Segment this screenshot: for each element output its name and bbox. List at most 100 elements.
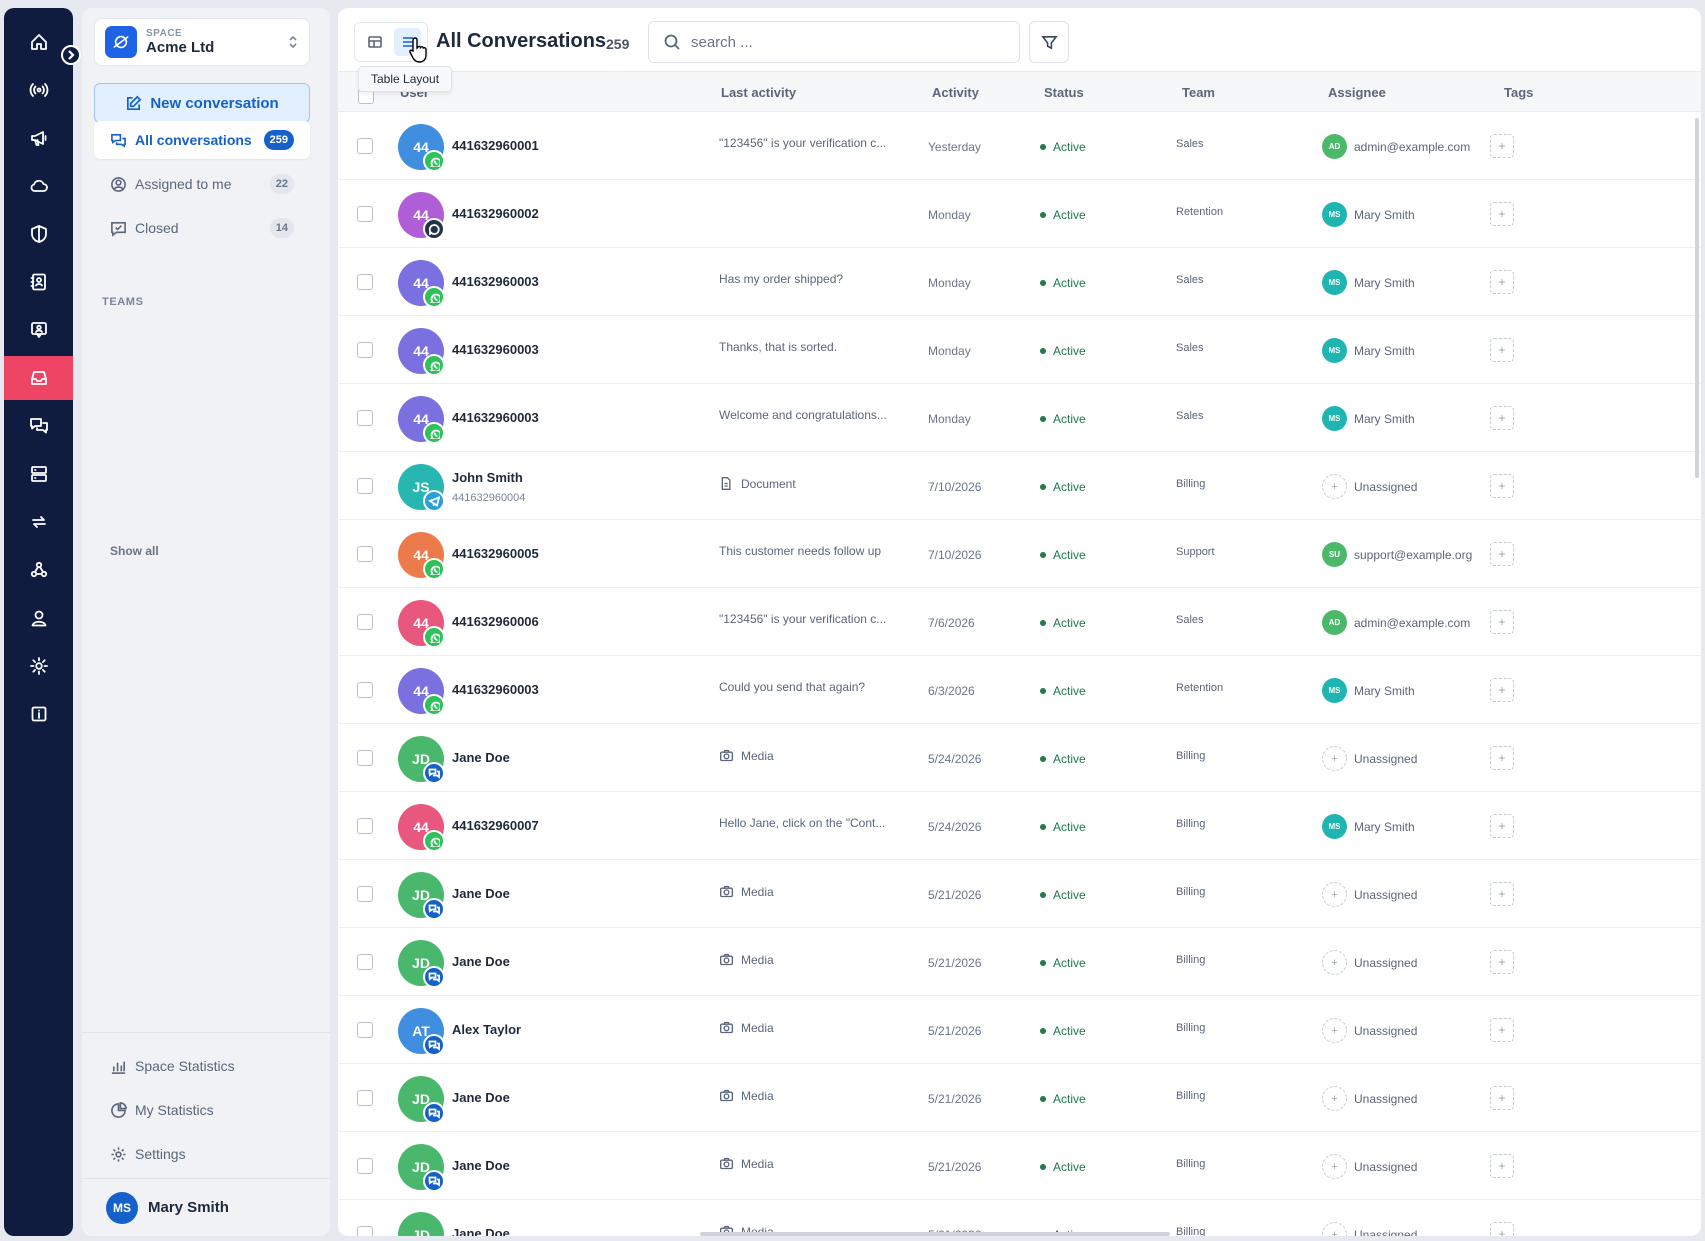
table-row[interactable]: 44 441632960007 Hello Jane, click on the "… xyxy=(338,792,1701,860)
assignee[interactable]: MS Mary Smith xyxy=(1322,814,1415,839)
row-checkbox[interactable] xyxy=(357,1022,373,1038)
filter-button[interactable] xyxy=(1029,21,1069,63)
add-tag-button[interactable]: + xyxy=(1490,882,1514,906)
rail-item-shield[interactable] xyxy=(4,212,73,256)
column-assignee[interactable]: Assignee xyxy=(1328,85,1386,100)
rail-item-gear[interactable] xyxy=(4,644,73,688)
rail-item-support[interactable] xyxy=(4,308,73,352)
row-checkbox[interactable] xyxy=(357,274,373,290)
add-tag-button[interactable]: + xyxy=(1490,1154,1514,1178)
row-checkbox[interactable] xyxy=(357,478,373,494)
rail-item-server[interactable] xyxy=(4,452,73,496)
table-row[interactable]: 44 441632960001 "123456" is your verificat… xyxy=(338,112,1701,180)
board-layout-button[interactable] xyxy=(361,28,388,56)
rail-item-cloud[interactable] xyxy=(4,164,73,208)
assignee[interactable]: + Unassigned xyxy=(1322,1154,1417,1179)
new-conversation-button[interactable]: New conversation xyxy=(94,83,310,123)
row-checkbox[interactable] xyxy=(357,818,373,834)
add-tag-button[interactable]: + xyxy=(1490,1222,1514,1236)
rail-item-chat[interactable] xyxy=(4,404,73,448)
row-checkbox[interactable] xyxy=(357,138,373,154)
assignee[interactable]: + Unassigned xyxy=(1322,882,1417,907)
table-row[interactable]: 44 441632960003 Welcome and congratulation… xyxy=(338,384,1701,452)
assignee[interactable]: MS Mary Smith xyxy=(1322,270,1415,295)
add-tag-button[interactable]: + xyxy=(1490,746,1514,770)
expand-rail-button[interactable] xyxy=(61,45,81,65)
add-tag-button[interactable]: + xyxy=(1490,814,1514,838)
table-row[interactable]: 44 441632960005 This customer needs follow… xyxy=(338,520,1701,588)
row-checkbox[interactable] xyxy=(357,206,373,222)
row-checkbox[interactable] xyxy=(357,410,373,426)
column-tags[interactable]: Tags xyxy=(1504,85,1534,100)
assignee[interactable]: MS Mary Smith xyxy=(1322,338,1415,363)
row-checkbox[interactable] xyxy=(357,1158,373,1174)
row-checkbox[interactable] xyxy=(357,546,373,562)
rail-item-home[interactable] xyxy=(4,20,73,64)
nav-settings[interactable]: Settings xyxy=(94,1135,310,1173)
add-tag-button[interactable]: + xyxy=(1490,1086,1514,1110)
row-checkbox[interactable] xyxy=(357,342,373,358)
assignee[interactable]: + Unassigned xyxy=(1322,1018,1417,1043)
space-switcher[interactable]: SPACE Acme Ltd xyxy=(94,18,310,66)
add-tag-button[interactable]: + xyxy=(1490,542,1514,566)
nav-my-statistics[interactable]: My Statistics xyxy=(94,1091,310,1129)
table-row[interactable]: 44 441632960006 "123456" is your verificat… xyxy=(338,588,1701,656)
row-checkbox[interactable] xyxy=(357,614,373,630)
nav-assigned-to-me[interactable]: Assigned to me 22 xyxy=(94,165,310,203)
table-row[interactable]: JS John Smith 441632960004 Document 7/10/202… xyxy=(338,452,1701,520)
rail-item-broadcast[interactable] xyxy=(4,68,73,112)
column-team[interactable]: Team xyxy=(1182,85,1215,100)
assignee[interactable]: SU support@example.org xyxy=(1322,542,1472,567)
column-activity[interactable]: Activity xyxy=(932,85,979,100)
rail-item-info[interactable] xyxy=(4,692,73,736)
rail-item-sync[interactable] xyxy=(4,500,73,544)
current-user[interactable]: MS Mary Smith xyxy=(82,1178,330,1236)
table-row[interactable]: 44 441632960002 Monday Active Retention MS Mar… xyxy=(338,180,1701,248)
assignee[interactable]: AD admin@example.com xyxy=(1322,134,1470,159)
row-checkbox[interactable] xyxy=(357,886,373,902)
rail-item-webhook[interactable] xyxy=(4,548,73,592)
rail-item-contacts[interactable] xyxy=(4,260,73,304)
add-tag-button[interactable]: + xyxy=(1490,338,1514,362)
assignee[interactable]: + Unassigned xyxy=(1322,950,1417,975)
nav-closed[interactable]: Closed 14 xyxy=(94,209,310,247)
table-row[interactable]: 44 441632960003 Thanks, that is sorted. Mon… xyxy=(338,316,1701,384)
column-last-activity[interactable]: Last activity xyxy=(721,85,797,100)
nav-space-statistics[interactable]: Space Statistics xyxy=(94,1047,310,1085)
add-tag-button[interactable]: + xyxy=(1490,610,1514,634)
assignee[interactable]: MS Mary Smith xyxy=(1322,678,1415,703)
add-tag-button[interactable]: + xyxy=(1490,406,1514,430)
row-checkbox[interactable] xyxy=(357,1090,373,1106)
assignee[interactable]: + Unassigned xyxy=(1322,1222,1417,1236)
assignee[interactable]: + Unassigned xyxy=(1322,746,1417,771)
table-row[interactable]: AT Alex Taylor Media 5/21/2026 Active Billing… xyxy=(338,996,1701,1064)
vertical-scrollbar[interactable] xyxy=(1695,118,1699,478)
show-all-teams-link[interactable]: Show all xyxy=(110,544,159,558)
assignee[interactable]: AD admin@example.com xyxy=(1322,610,1470,635)
assignee[interactable]: + Unassigned xyxy=(1322,1086,1417,1111)
add-tag-button[interactable]: + xyxy=(1490,474,1514,498)
horizontal-scrollbar[interactable] xyxy=(700,1232,1170,1236)
nav-all-conversations[interactable]: All conversations 259 xyxy=(94,121,310,159)
add-tag-button[interactable]: + xyxy=(1490,202,1514,226)
rail-item-megaphone[interactable] xyxy=(4,116,73,160)
add-tag-button[interactable]: + xyxy=(1490,678,1514,702)
add-tag-button[interactable]: + xyxy=(1490,950,1514,974)
rail-item-user[interactable] xyxy=(4,596,73,640)
table-row[interactable]: 44 441632960003 Could you send that again?… xyxy=(338,656,1701,724)
row-checkbox[interactable] xyxy=(357,682,373,698)
rail-item-inbox[interactable] xyxy=(4,356,73,400)
assignee[interactable]: MS Mary Smith xyxy=(1322,406,1415,431)
assignee[interactable]: + Unassigned xyxy=(1322,474,1417,499)
add-tag-button[interactable]: + xyxy=(1490,270,1514,294)
table-row[interactable]: JD Jane Doe Media 5/24/2026 Active Billing + Un… xyxy=(338,724,1701,792)
row-checkbox[interactable] xyxy=(357,1226,373,1236)
assignee[interactable]: MS Mary Smith xyxy=(1322,202,1415,227)
search-input[interactable] xyxy=(691,33,991,51)
table-row[interactable]: 44 441632960003 Has my order shipped? Monda… xyxy=(338,248,1701,316)
